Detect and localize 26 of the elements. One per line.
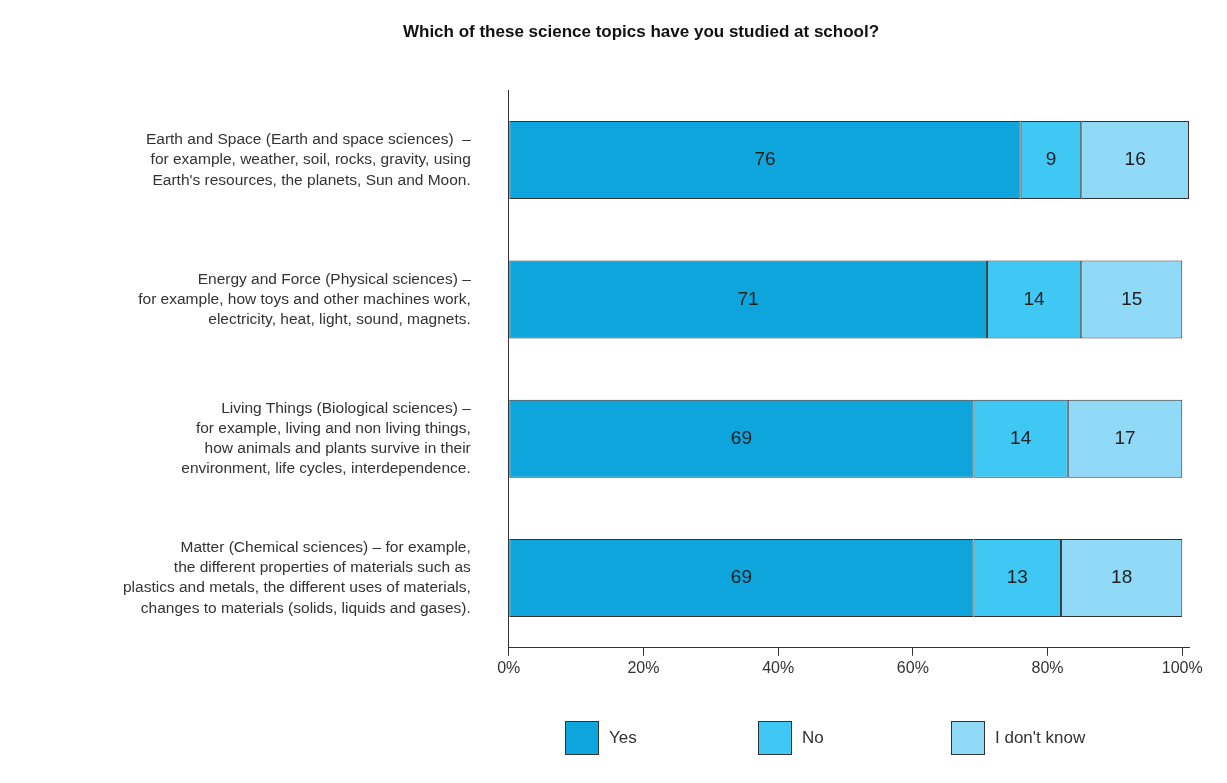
y-tick-label: Matter (Chemical sciences) – for example, the different properties of materials such as plastics and metals, the different uses of materials, changes to materials (solids, liquids and gases). xyxy=(122,538,472,616)
data-label: 76 xyxy=(754,148,776,170)
legend-label: No xyxy=(802,728,824,748)
data-label: 14 xyxy=(1010,426,1032,448)
data-label: 15 xyxy=(1121,287,1143,309)
y-tick-label: Earth and Space (Earth and space sciences) – for example, weather, soil, rocks, gravity, using Earth's resources, the planets, Sun and Moon. xyxy=(145,130,472,188)
x-tick-label: 80% xyxy=(1031,658,1064,676)
legend-label: Yes xyxy=(609,728,637,748)
data-label: 69 xyxy=(730,566,752,588)
chart-title: Which of these science topics have you studied at school? xyxy=(402,21,880,41)
legend-label: I don't know xyxy=(995,728,1086,748)
x-tick-label: 40% xyxy=(762,658,795,676)
x-tick-label: 100% xyxy=(1161,658,1203,676)
y-tick-label: Living Things (Biological sciences) – for example, living and non living things, how animals and plants survive in their environment, life cycles, interdependence. xyxy=(181,398,472,477)
data-label: 13 xyxy=(1006,566,1028,588)
y-tick-label: Energy and Force (Physical sciences) – for example, how toys and other machines work, electricity, heat, light, sound, magnets. xyxy=(138,269,472,327)
data-label: 16 xyxy=(1124,148,1146,170)
data-label: 69 xyxy=(730,426,752,448)
x-tick-label: 60% xyxy=(896,658,929,676)
data-label: 71 xyxy=(737,287,759,309)
data-label: 18 xyxy=(1111,566,1133,588)
data-label: 9 xyxy=(1045,148,1057,170)
data-label: 17 xyxy=(1114,426,1136,448)
x-tick-label: 20% xyxy=(627,658,660,676)
data-label: 14 xyxy=(1023,287,1046,309)
x-tick-label: 0% xyxy=(497,658,521,676)
